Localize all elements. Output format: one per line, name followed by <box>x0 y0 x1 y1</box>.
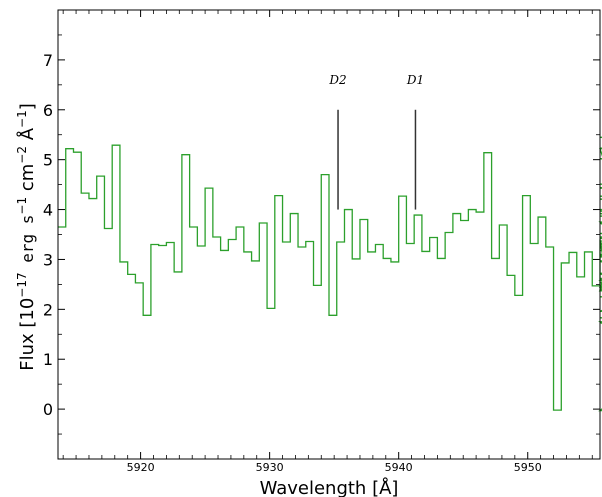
y-axis-title-close: ] <box>17 103 38 110</box>
y-axis-title-text: Flux [10 <box>17 298 38 371</box>
y-tick-label: 0 <box>43 400 53 419</box>
y-tick-label: 4 <box>43 201 53 220</box>
x-tick-label: 5920 <box>127 461 155 474</box>
x-tick-label: 5930 <box>256 461 284 474</box>
y-axis-title-exp4: −1 <box>15 110 29 128</box>
y-axis-title-unit-angstrom: Å <box>16 127 38 146</box>
y-axis-title: Flux [10−17 erg s−1 cm−2 Å−1] <box>15 103 38 371</box>
tick-label-layer: 0 1 2 3 4 5 6 7 5920 5930 5940 5950 <box>43 51 542 474</box>
y-tick-label: 2 <box>43 300 53 319</box>
x-tick-label: 5950 <box>514 461 542 474</box>
y-axis-title-exp3: −2 <box>15 146 29 164</box>
y-tick-label: 1 <box>43 350 53 369</box>
tick-layer <box>58 10 600 459</box>
y-tick-label: 6 <box>43 101 53 120</box>
y-tick-label: 5 <box>43 151 53 170</box>
y-tick-label: 3 <box>43 250 53 269</box>
x-axis-title: Wavelength [Å] <box>260 477 399 497</box>
flux-step-line <box>58 136 602 412</box>
y-axis-title-exp2: −1 <box>15 197 29 215</box>
plot-frame <box>57 9 601 460</box>
annotation-label-d1: D1 <box>406 73 424 87</box>
y-axis-title-unit-cm: cm <box>17 164 38 197</box>
y-axis-title-unit-erg: erg s <box>18 215 37 273</box>
annotation-label-d2: D2 <box>328 73 346 87</box>
y-axis-title-exp1: −17 <box>15 272 29 297</box>
y-tick-label: 7 <box>43 51 53 70</box>
annotation-layer: D2 D1 <box>328 73 424 210</box>
x-tick-label: 5940 <box>385 461 413 474</box>
